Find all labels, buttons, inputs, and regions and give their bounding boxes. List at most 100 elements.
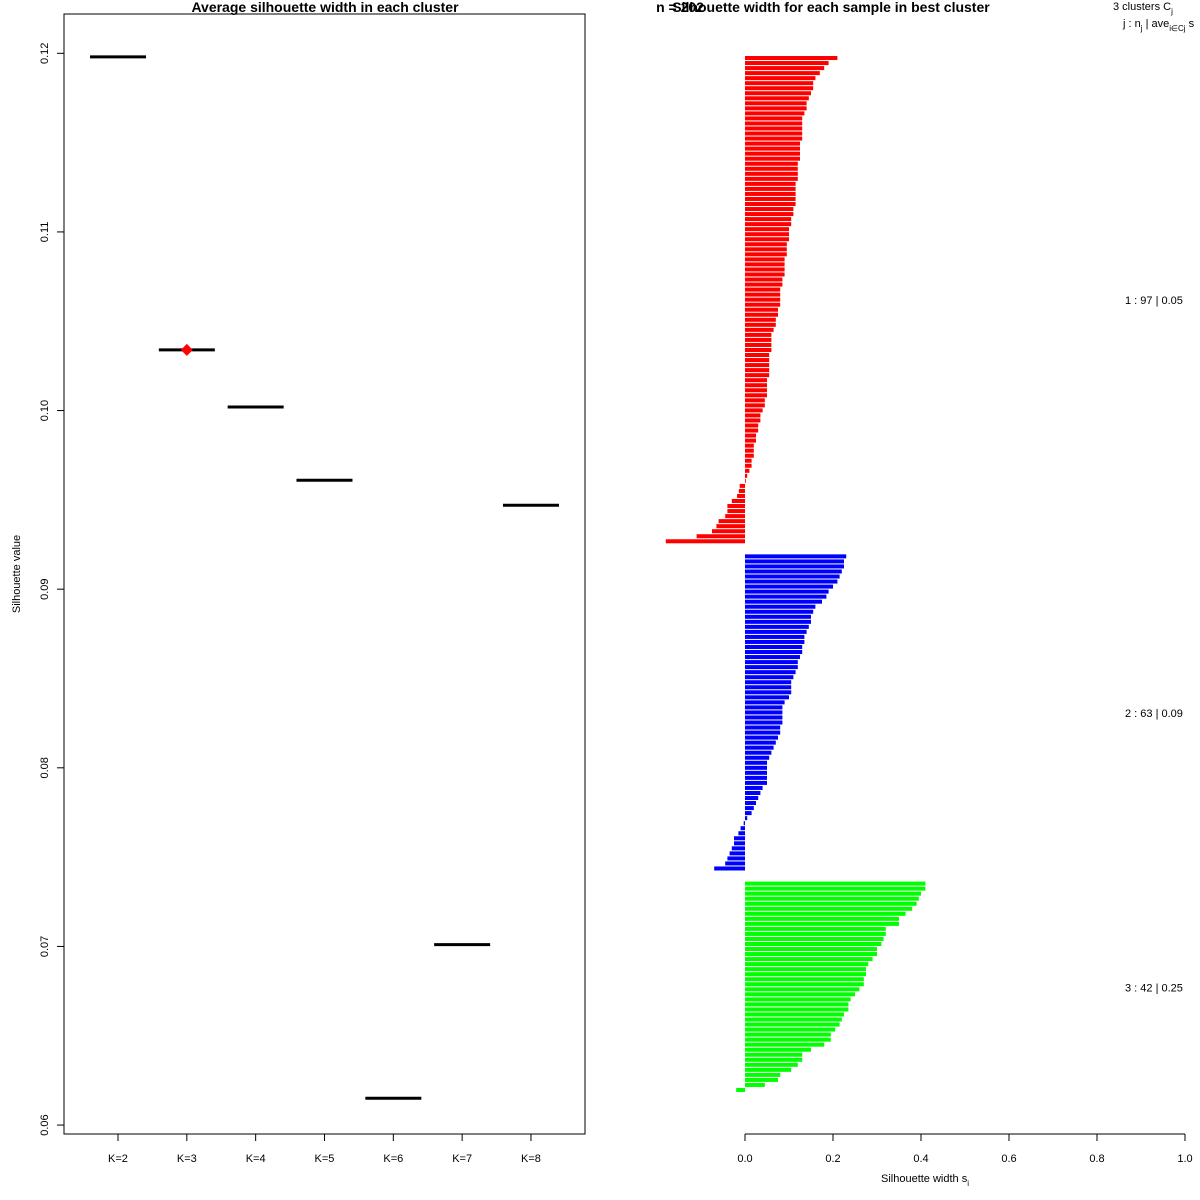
silhouette-bar-cluster-1 xyxy=(745,247,787,252)
silhouette-bar-cluster-3 xyxy=(745,1067,792,1072)
silhouette-bar-cluster-3 xyxy=(745,977,864,982)
silhouette-bar-cluster-3 xyxy=(745,911,906,916)
silhouette-bar-cluster-1 xyxy=(745,151,800,156)
silhouette-bar-cluster-3 xyxy=(745,1082,765,1087)
silhouette-bar-cluster-2 xyxy=(745,690,792,695)
silhouette-bar-cluster-1 xyxy=(745,171,798,176)
silhouette-bar-cluster-1 xyxy=(745,212,794,217)
silhouette-bar-cluster-2 xyxy=(745,785,763,790)
silhouette-bar-cluster-2 xyxy=(745,720,783,725)
left-y-tick-label: 0.07 xyxy=(39,936,51,957)
right-x-tick-label: 0.8 xyxy=(1089,1153,1104,1165)
silhouette-bar-cluster-2 xyxy=(734,836,745,841)
silhouette-bar-cluster-2 xyxy=(745,765,767,770)
silhouette-bar-cluster-3 xyxy=(745,891,921,896)
silhouette-bar-cluster-2 xyxy=(745,795,759,801)
silhouette-bar-cluster-1 xyxy=(745,76,816,81)
silhouette-bar-cluster-2 xyxy=(745,650,803,655)
silhouette-bar-cluster-2 xyxy=(745,705,783,710)
silhouette-bar-cluster-2 xyxy=(745,639,805,644)
right-chart-title: Silhouette width for each sample in best… xyxy=(672,0,990,15)
silhouette-bar-cluster-2 xyxy=(745,675,794,680)
silhouette-bar-cluster-3 xyxy=(736,1087,745,1092)
silhouette-bar-cluster-1 xyxy=(745,327,774,332)
silhouette-bar-cluster-2 xyxy=(745,589,829,594)
silhouette-bar-cluster-1 xyxy=(745,121,803,126)
left-plot-frame xyxy=(63,13,586,1135)
silhouette-bar-cluster-1 xyxy=(716,524,745,529)
cluster-legend-3: 3 : 42 | 0.25 xyxy=(1125,982,1183,994)
silhouette-bar-cluster-1 xyxy=(745,181,796,186)
silhouette-bar-cluster-2 xyxy=(745,780,767,785)
silhouette-bar-cluster-1 xyxy=(745,403,765,408)
silhouette-bar-cluster-1 xyxy=(745,408,763,413)
silhouette-bar-cluster-1 xyxy=(745,433,756,438)
silhouette-bar-cluster-3 xyxy=(745,1012,844,1017)
silhouette-bar-cluster-3 xyxy=(745,962,869,967)
silhouette-bar-cluster-1 xyxy=(745,342,772,347)
silhouette-bar-cluster-2 xyxy=(745,730,781,735)
silhouette-bar-cluster-1 xyxy=(745,207,794,212)
silhouette-bar-cluster-3 xyxy=(745,1037,831,1042)
silhouette-bar-cluster-1 xyxy=(745,448,754,453)
silhouette-bar-cluster-2 xyxy=(745,775,767,780)
right-x-tick-label: 0.6 xyxy=(1001,1153,1016,1165)
silhouette-bar-cluster-1 xyxy=(745,96,809,101)
silhouette-bar-cluster-3 xyxy=(745,1027,836,1032)
silhouette-bar-cluster-1 xyxy=(745,101,807,106)
silhouette-bar-cluster-3 xyxy=(745,1077,778,1082)
silhouette-bar-cluster-1 xyxy=(745,312,778,317)
silhouette-bar-cluster-2 xyxy=(745,660,798,665)
silhouette-bar-cluster-1 xyxy=(745,156,800,161)
right-title-overlap: n = 202 xyxy=(656,0,704,15)
silhouette-bar-cluster-1 xyxy=(745,292,781,297)
silhouette-bar-cluster-1 xyxy=(738,488,745,493)
left-y-axis-label: Silhouette value xyxy=(11,535,23,613)
silhouette-bar-cluster-3 xyxy=(745,906,913,911)
silhouette-bar-cluster-3 xyxy=(745,1032,831,1037)
silhouette-bar-cluster-2 xyxy=(745,574,840,579)
silhouette-bar-cluster-1 xyxy=(745,473,748,478)
silhouette-bar-cluster-1 xyxy=(731,498,745,504)
silhouette-bar-cluster-1 xyxy=(739,483,745,488)
silhouette-bar-cluster-1 xyxy=(745,71,820,76)
silhouette-bar-cluster-3 xyxy=(745,967,866,972)
left-y-tick-label: 0.11 xyxy=(39,222,51,243)
silhouette-bar-cluster-2 xyxy=(745,599,822,604)
left-y-tick-label: 0.10 xyxy=(39,400,51,421)
silhouette-bar-cluster-1 xyxy=(725,514,745,519)
right-panel: n = 202 Silhouette width for each sample… xyxy=(656,0,1195,1188)
left-x-tick-label: K=8 xyxy=(521,1153,541,1165)
silhouette-bar-cluster-1 xyxy=(745,267,785,272)
silhouette-bar-cluster-2 xyxy=(745,735,778,740)
silhouette-bar-cluster-3 xyxy=(745,952,877,957)
cluster-legend: 1 : 97 | 0.05 2 : 63 | 0.09 3 : 42 | 0.25 xyxy=(1125,295,1183,994)
silhouette-bar-cluster-1 xyxy=(665,539,745,544)
silhouette-bar-cluster-2 xyxy=(745,760,767,765)
silhouette-bar-cluster-3 xyxy=(745,1057,803,1062)
silhouette-bar-cluster-2 xyxy=(745,740,776,745)
silhouette-bar-cluster-2 xyxy=(743,821,745,826)
silhouette-bar-cluster-3 xyxy=(745,972,866,977)
silhouette-bar-cluster-1 xyxy=(745,438,756,443)
silhouette-bar-cluster-1 xyxy=(745,277,783,282)
silhouette-bar-cluster-1 xyxy=(745,363,770,368)
silhouette-bar-cluster-1 xyxy=(745,378,767,383)
silhouette-bar-cluster-1 xyxy=(745,262,785,267)
silhouette-bar-cluster-1 xyxy=(745,297,781,302)
silhouette-bar-cluster-1 xyxy=(745,166,798,171)
silhouette-bar-cluster-1 xyxy=(745,388,767,393)
left-x-tick-label: K=4 xyxy=(246,1153,266,1165)
silhouette-bar-cluster-2 xyxy=(725,861,745,866)
silhouette-bar-cluster-1 xyxy=(745,186,796,191)
silhouette-bar-cluster-3 xyxy=(745,1007,849,1012)
legend-header-line2: j : nj | avei∈Cj s xyxy=(1122,18,1195,33)
silhouette-bar-cluster-3 xyxy=(745,1017,842,1022)
left-x-tick-label: K=6 xyxy=(383,1153,403,1165)
silhouette-bar-cluster-2 xyxy=(745,806,754,811)
left-x-tick-label: K=5 xyxy=(315,1153,335,1165)
silhouette-bar-cluster-1 xyxy=(718,519,745,524)
silhouette-bar-cluster-1 xyxy=(712,529,745,534)
silhouette-bar-cluster-3 xyxy=(745,1047,811,1052)
left-x-tick-label: K=2 xyxy=(108,1153,128,1165)
